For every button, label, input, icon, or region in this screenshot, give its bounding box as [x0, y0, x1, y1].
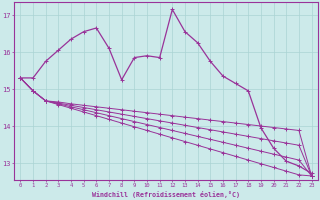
- X-axis label: Windchill (Refroidissement éolien,°C): Windchill (Refroidissement éolien,°C): [92, 191, 240, 198]
